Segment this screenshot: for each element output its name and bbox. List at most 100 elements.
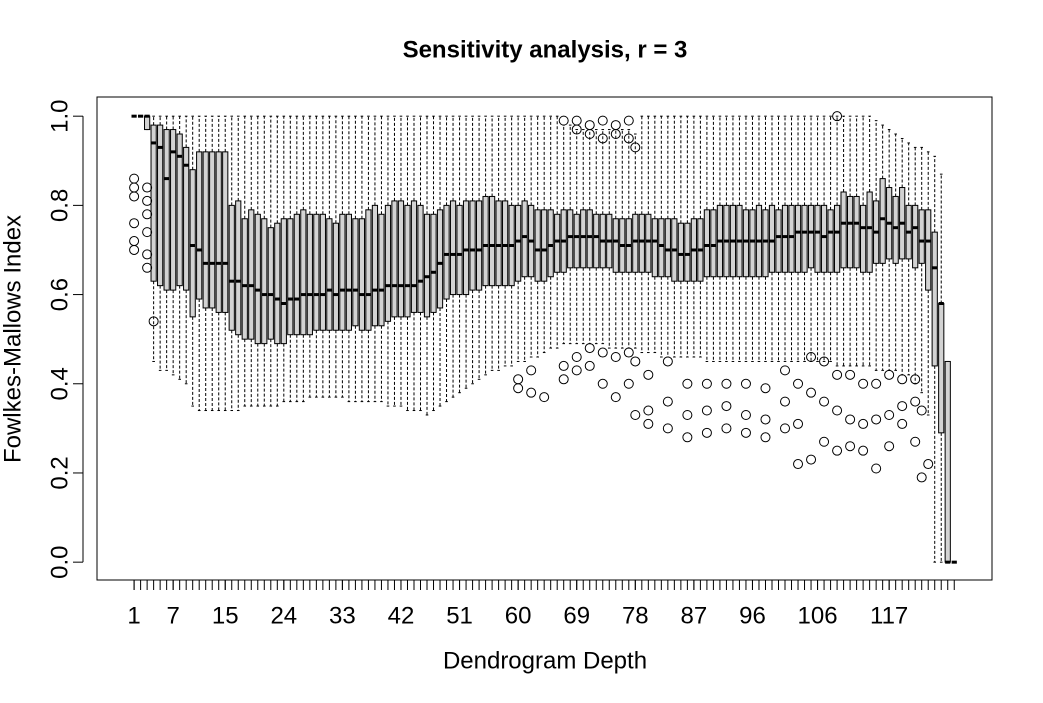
box [541, 209, 548, 282]
box [300, 209, 307, 336]
outlier [539, 392, 550, 403]
outlier [871, 463, 882, 474]
box [807, 204, 815, 269]
outlier [142, 195, 153, 206]
outlier [142, 227, 153, 238]
box [404, 204, 411, 318]
box [853, 195, 860, 269]
outlier [701, 405, 712, 416]
outlier [610, 129, 621, 140]
box [749, 209, 756, 278]
outlier [643, 369, 654, 380]
x-tick-label: 7 [166, 602, 179, 629]
box [163, 129, 170, 291]
outlier [584, 120, 595, 131]
box [638, 213, 645, 273]
box [358, 218, 366, 331]
outlier [832, 111, 843, 122]
outlier [142, 182, 153, 193]
outlier [129, 236, 140, 247]
outlier [682, 432, 693, 443]
outlier [630, 409, 641, 420]
outlier [910, 374, 921, 385]
outlier [780, 423, 791, 434]
outlier [597, 115, 608, 126]
outlier [142, 249, 153, 260]
outlier [142, 262, 153, 273]
outlier [923, 459, 934, 470]
outlier [571, 115, 582, 126]
box [918, 209, 925, 264]
outlier [610, 120, 621, 131]
outlier [584, 360, 595, 371]
box [794, 204, 802, 273]
outlier [897, 401, 908, 412]
box [222, 151, 229, 313]
outlier [623, 378, 634, 389]
box [469, 200, 476, 291]
box [170, 129, 177, 291]
outlier [630, 142, 641, 153]
y-tick-label: 0.4 [46, 367, 73, 400]
outlier [623, 115, 634, 126]
box [287, 218, 294, 336]
x-tick-label: 15 [212, 602, 239, 629]
x-tick-label: 117 [870, 602, 908, 629]
outlier [897, 374, 908, 385]
box [573, 213, 580, 269]
outlier [610, 352, 621, 363]
x-tick-label: 1 [127, 602, 140, 629]
box [202, 151, 209, 309]
outlier [558, 115, 569, 126]
outlier [806, 352, 817, 363]
box [436, 209, 444, 309]
x-tick-label: 78 [622, 602, 649, 629]
outlier [858, 418, 869, 429]
box [703, 209, 711, 278]
outlier [584, 343, 595, 354]
box [215, 151, 222, 313]
box [456, 204, 463, 296]
box [827, 209, 834, 273]
box [332, 222, 339, 331]
box [235, 200, 242, 336]
box [488, 195, 496, 287]
box [475, 200, 483, 291]
outlier [571, 124, 582, 135]
box [502, 200, 509, 287]
box [196, 151, 203, 300]
box [345, 213, 353, 331]
box [833, 204, 841, 273]
outlier [845, 414, 856, 425]
x-tick-label: 42 [388, 602, 415, 629]
box [495, 200, 502, 287]
outlier [845, 369, 856, 380]
outlier [871, 414, 882, 425]
box [339, 213, 346, 331]
outlier [129, 244, 140, 255]
outlier [806, 387, 817, 398]
outlier [584, 129, 595, 140]
outlier [910, 436, 921, 447]
box [183, 146, 190, 291]
outlier [793, 459, 804, 470]
box [860, 204, 867, 273]
outlier [597, 133, 608, 144]
x-tick-label: 33 [329, 602, 356, 629]
outlier [819, 396, 830, 407]
outlier [513, 374, 524, 385]
box [326, 218, 333, 331]
y-tick-label: 0.0 [46, 545, 73, 578]
box [768, 204, 776, 273]
box [866, 191, 873, 273]
box [762, 209, 769, 278]
x-tick-label: 87 [681, 602, 708, 629]
outlier [793, 378, 804, 389]
x-tick-label: 24 [270, 602, 297, 629]
outlier [571, 352, 582, 363]
box [788, 204, 795, 273]
box [228, 204, 235, 331]
box [417, 204, 424, 313]
outlier [129, 218, 140, 229]
